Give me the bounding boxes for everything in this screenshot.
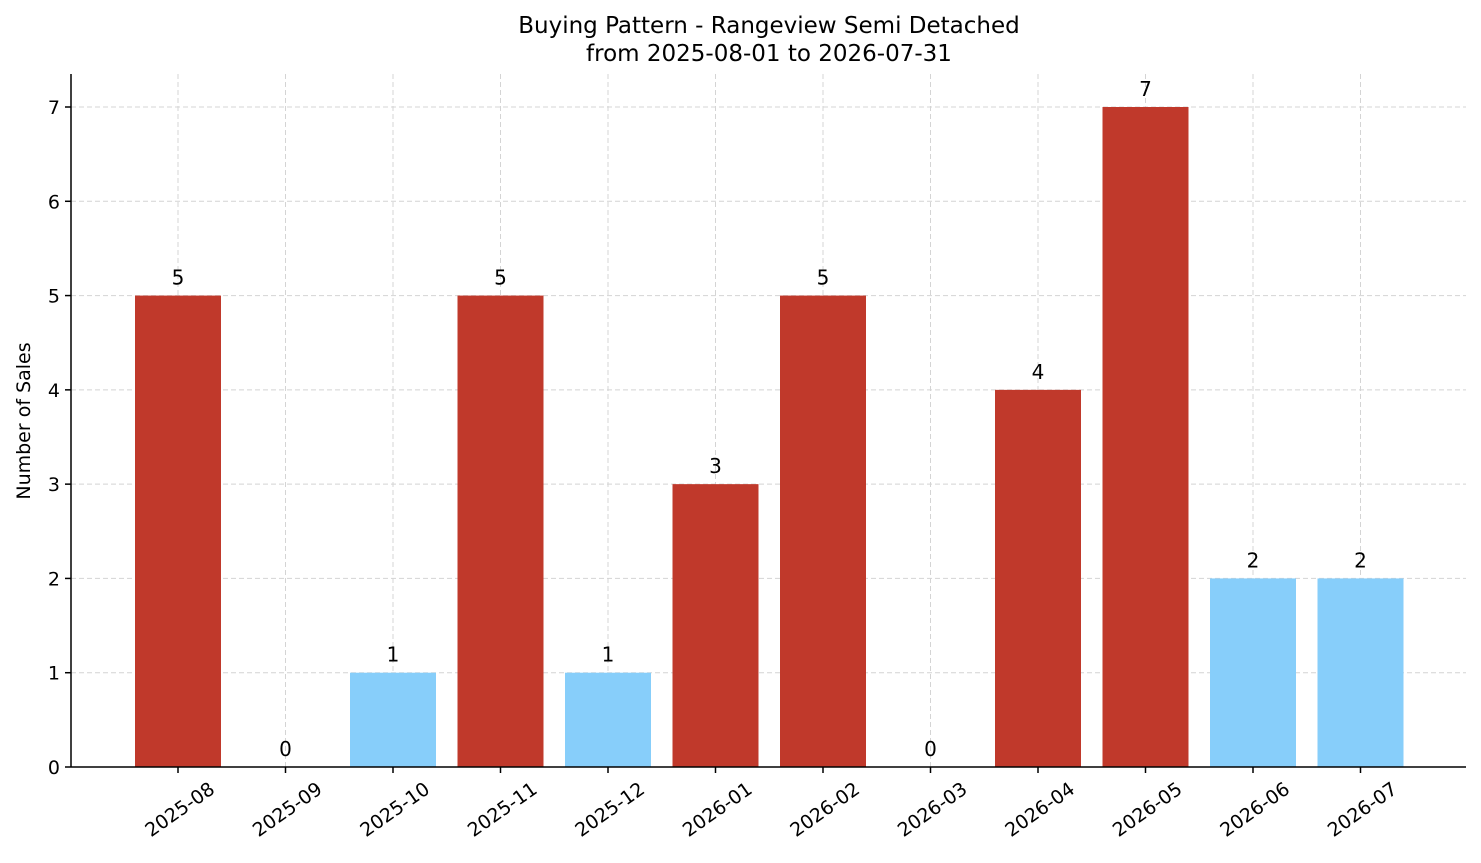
- bar-value-label: 5: [494, 266, 507, 290]
- x-tick-label: 2026-07: [1324, 778, 1402, 842]
- axes: [70, 74, 1466, 768]
- bar-value-label: 3: [709, 454, 722, 478]
- bar-value-label: 5: [172, 266, 185, 290]
- x-tick-label: 2026-05: [1109, 778, 1187, 842]
- y-tick-label: 2: [48, 568, 60, 590]
- y-tick-label: 6: [48, 191, 60, 213]
- x-tick-label: 2025-09: [249, 778, 327, 842]
- bar: [672, 484, 759, 767]
- bar: [565, 672, 651, 767]
- data-labels: 5 0 1 5 1 3 5 0 4 7 2 2: [172, 77, 1367, 761]
- y-tick-label: 4: [48, 380, 60, 402]
- bar: [1102, 107, 1189, 767]
- bar-value-label: 7: [1139, 77, 1152, 101]
- x-tick-label: 2026-06: [1216, 778, 1294, 842]
- bar: [995, 389, 1081, 767]
- bar-value-label: 2: [1247, 548, 1260, 572]
- y-ticks: 0 1 2 3 4 5 6 7: [48, 97, 71, 779]
- x-tick-label: 2026-03: [894, 778, 972, 842]
- bar: [135, 295, 221, 767]
- y-axis-label: Number of Sales: [13, 342, 35, 499]
- bars: [135, 107, 1404, 767]
- bar-value-label: 4: [1032, 360, 1045, 384]
- chart-subtitle: from 2025-08-01 to 2026-07-31: [586, 41, 952, 67]
- bar-value-label: 1: [602, 643, 615, 667]
- bar-value-label: 5: [817, 266, 830, 290]
- x-tick-label: 2026-01: [679, 778, 757, 842]
- bar: [1317, 578, 1404, 767]
- bar: [350, 672, 436, 767]
- bar-value-label: 2: [1354, 548, 1367, 572]
- y-tick-label: 5: [48, 286, 60, 308]
- x-tick-label: 2025-11: [464, 778, 542, 842]
- bar: [457, 295, 544, 767]
- y-tick-label: 0: [48, 757, 60, 779]
- chart-title: Buying Pattern - Rangeview Semi Detached: [518, 13, 1020, 39]
- y-tick-label: 7: [48, 97, 60, 119]
- x-tick-label: 2026-02: [786, 778, 864, 842]
- y-tick-label: 3: [48, 474, 60, 496]
- x-tick-label: 2025-12: [571, 778, 649, 842]
- bar: [1210, 578, 1296, 767]
- bar: [780, 295, 866, 767]
- bar-value-label: 0: [924, 737, 937, 761]
- bar-value-label: 0: [279, 737, 292, 761]
- y-tick-label: 1: [48, 663, 60, 685]
- x-tick-label: 2025-10: [356, 778, 434, 842]
- x-ticks: 2025-08 2025-09 2025-10 2025-11 2025-12 2026-…: [141, 767, 1401, 842]
- bar-value-label: 1: [387, 643, 400, 667]
- x-tick-label: 2026-04: [1001, 778, 1079, 842]
- x-tick-label: 2025-08: [141, 778, 219, 842]
